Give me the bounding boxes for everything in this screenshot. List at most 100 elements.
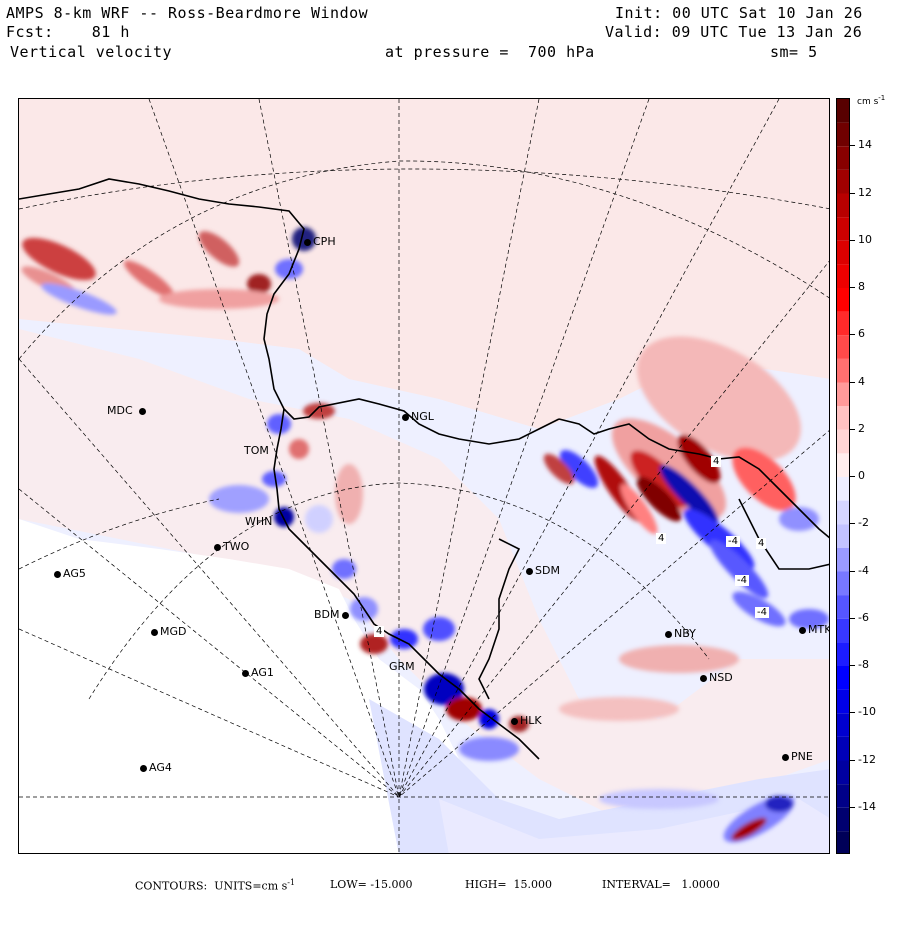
colorbar-tick-label: -8 — [858, 658, 869, 671]
smoothing-value: sm= 5 — [770, 43, 818, 61]
colorbar-tick-mark — [850, 239, 855, 241]
colorbar-swatch — [837, 571, 849, 596]
colorbar-swatch — [837, 784, 849, 808]
contour-info: CONTOURS: UNITS=cm s-1 LOW= -15.000 HIGH… — [0, 878, 900, 943]
colorbar-swatch — [837, 193, 849, 218]
contour-label: 4 — [711, 456, 722, 467]
colorbar-swatch — [837, 453, 849, 477]
colorbar-tick-mark — [850, 712, 855, 714]
footer-contours: CONTOURS: UNITS=cm s-1 — [135, 878, 296, 893]
station-bdm: BDM — [314, 609, 351, 621]
colorbar-tick-label: -14 — [858, 799, 876, 813]
contour-label: 4 — [374, 626, 385, 637]
station-nsd: NSD — [700, 672, 733, 684]
colorbar-swatch — [837, 736, 849, 761]
station-ag5: AG5 — [54, 568, 86, 580]
colorbar — [836, 98, 850, 854]
contour-label: 4 — [756, 538, 767, 549]
colorbar-swatch — [837, 169, 849, 194]
colorbar-tick-label: 10 — [858, 232, 872, 246]
colorbar-tick-label: 2 — [858, 421, 865, 435]
colorbar-tick-mark — [850, 759, 855, 761]
central-pink-field — [19, 329, 829, 819]
colorbar-swatch — [837, 264, 849, 288]
colorbar-tick-label: 14 — [858, 138, 872, 152]
colorbar-swatch — [837, 477, 849, 501]
station-whn: WHN — [245, 515, 273, 528]
station-cph: CPH — [304, 236, 336, 248]
station-ngl: NGL — [402, 411, 434, 423]
colorbar-swatch — [837, 146, 849, 170]
footer-low: LOW= -15.000 — [330, 878, 413, 891]
colorbar-tick-label: -4 — [858, 563, 869, 577]
colorbar-tick-label: 6 — [858, 327, 865, 341]
init-time: Init: 00 UTC Sat 10 Jan 26 — [615, 4, 863, 22]
map-title: AMPS 8-km WRF -- Ross-Beardmore Window — [6, 4, 369, 22]
contour-label: -4 — [755, 607, 769, 618]
station-mtk: MTK — [799, 624, 829, 636]
colorbar-tick-mark — [850, 145, 855, 147]
valid-time: Valid: 09 UTC Tue 13 Jan 26 — [605, 23, 863, 41]
colorbar-tick-mark — [850, 192, 855, 194]
colorbar-units: cm s-1 — [857, 94, 886, 107]
mountain-chain-features — [21, 227, 529, 761]
graticule — [19, 99, 829, 853]
colorbar-tick-mark — [850, 428, 855, 430]
colorbar-tick-label: 12 — [858, 185, 872, 199]
map-panel: CPH MDC NGL TOM WHN TWO AG5 SDM BDM MGD … — [18, 98, 830, 854]
eastern-strong-features — [543, 336, 829, 843]
station-mdc: MDC — [107, 405, 148, 417]
station-tom: TOM — [244, 444, 269, 457]
colorbar-swatch — [837, 595, 849, 619]
colorbar-swatch — [837, 122, 849, 147]
footer-high: HIGH= 15.000 — [465, 878, 553, 891]
colorbar-tick-mark — [850, 381, 855, 383]
colorbar-tick-label: -12 — [858, 752, 876, 766]
colorbar-swatch — [837, 406, 849, 430]
colorbar-swatch — [837, 358, 849, 383]
colorbar-swatch — [837, 689, 849, 714]
colorbar-tick-label: 4 — [858, 374, 865, 388]
station-pne: PNE — [782, 751, 813, 763]
colorbar-swatch — [837, 99, 849, 123]
colorbar-swatch — [837, 807, 849, 832]
colorbar-gradient — [837, 99, 849, 853]
colorbar-tick-label: 0 — [858, 469, 865, 482]
colorbar-tick-mark — [850, 617, 855, 619]
station-ag1: AG1 — [242, 667, 274, 679]
station-two: TWO — [214, 541, 249, 553]
station-sdm: SDM — [526, 565, 560, 577]
north-pink-field — [19, 99, 829, 429]
colorbar-tick-mark — [850, 665, 855, 666]
vertical-velocity-field — [19, 99, 829, 853]
colorbar-tick-mark — [850, 523, 855, 525]
colorbar-tick-mark — [850, 287, 855, 288]
colorbar-tick-mark — [850, 806, 855, 808]
colorbar-swatch — [837, 642, 849, 666]
contour-label: -4 — [735, 575, 749, 586]
station-nby: NBY — [665, 628, 696, 640]
footer-interval: INTERVAL= 1.0000 — [602, 878, 720, 891]
colorbar-tick-label: -2 — [858, 516, 869, 530]
colorbar-swatch — [837, 429, 849, 454]
colorbar-swatch — [837, 666, 849, 690]
pressure-level: at pressure = 700 hPa — [385, 43, 595, 61]
colorbar-tick-mark — [850, 570, 855, 572]
station-mgd: MGD — [151, 626, 187, 638]
plateau-white — [19, 519, 499, 853]
station-ag4: AG4 — [140, 762, 172, 774]
colorbar-tick-label: -10 — [858, 705, 876, 719]
colorbar-tick-mark — [850, 476, 855, 477]
station-grm: GRM — [389, 660, 415, 673]
colorbar-swatch — [837, 382, 849, 407]
colorbar-swatch — [837, 335, 849, 359]
colorbar-swatch — [837, 240, 849, 265]
colorbar-swatch — [837, 524, 849, 548]
contour-label: -4 — [726, 536, 740, 547]
colorbar-swatch — [837, 288, 849, 312]
colorbar-tick-mark — [850, 334, 855, 336]
colorbar-swatch — [837, 500, 849, 525]
colorbar-swatch — [837, 618, 849, 643]
coastline — [19, 178, 829, 760]
colorbar-tick-label: 8 — [858, 280, 865, 293]
